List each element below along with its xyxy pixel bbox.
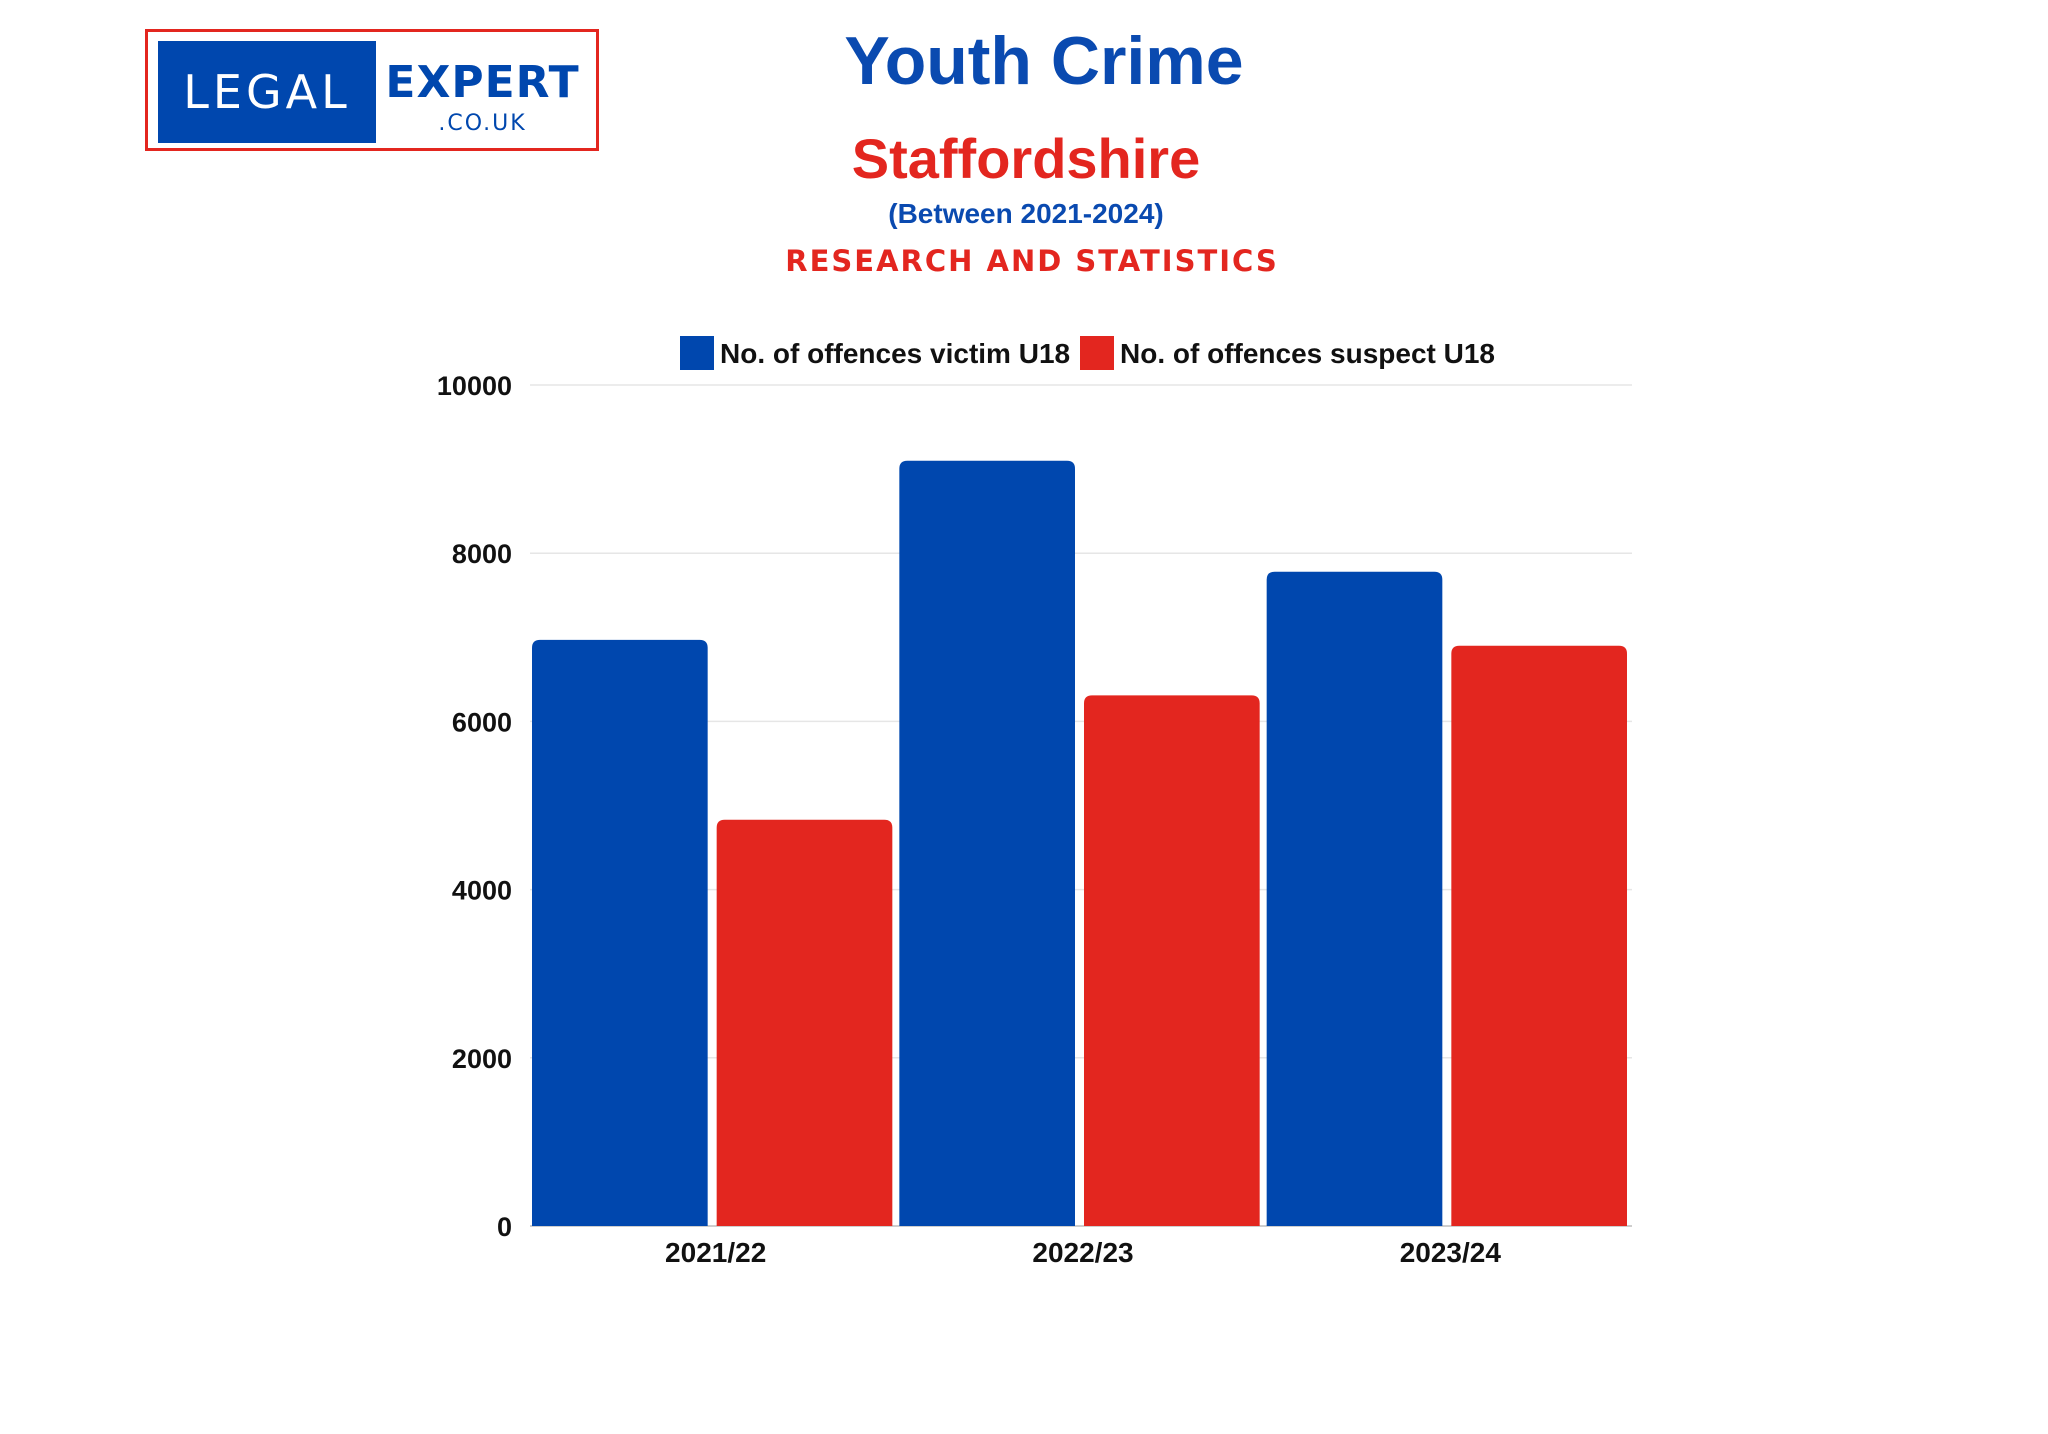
- y-tick-label: 2000: [452, 1044, 512, 1074]
- x-tick-label: 2021/22: [665, 1237, 766, 1268]
- y-tick-label: 6000: [452, 707, 512, 737]
- y-tick-label: 8000: [452, 539, 512, 569]
- period-label: (Between 2021-2024): [888, 198, 1164, 229]
- y-tick-label: 4000: [452, 876, 512, 906]
- bar-suspect: [716, 819, 893, 1226]
- logo-right: EXPERT .CO.UK: [376, 41, 589, 143]
- bar-victim: [899, 460, 1075, 1226]
- legend-swatch: [680, 336, 714, 370]
- x-tick-label: 2023/24: [1400, 1237, 1502, 1268]
- bar-suspect: [1451, 645, 1627, 1226]
- tagline: RESEARCH AND STATISTICS: [785, 244, 1279, 278]
- y-tick-label: 0: [497, 1212, 512, 1242]
- logo: LEGAL EXPERT .CO.UK: [145, 29, 599, 151]
- logo-domain-text: .CO.UK: [438, 111, 527, 136]
- bar-suspect: [1084, 695, 1260, 1226]
- legend-label: No. of offences suspect U18: [1120, 338, 1495, 369]
- bar-victim: [532, 639, 708, 1226]
- legend-label: No. of offences victim U18: [720, 338, 1070, 369]
- logo-left-text: LEGAL: [158, 41, 376, 143]
- x-tick-label: 2022/23: [1032, 1237, 1133, 1268]
- bar-victim: [1266, 571, 1443, 1226]
- y-tick-label: 10000: [437, 371, 512, 401]
- logo-inner: LEGAL EXPERT .CO.UK: [158, 41, 589, 143]
- page-title: Youth Crime: [844, 23, 1244, 99]
- page-subtitle: Staffordshire: [851, 127, 1201, 190]
- logo-expert-text: EXPERT: [385, 57, 580, 108]
- legend-swatch: [1080, 336, 1114, 370]
